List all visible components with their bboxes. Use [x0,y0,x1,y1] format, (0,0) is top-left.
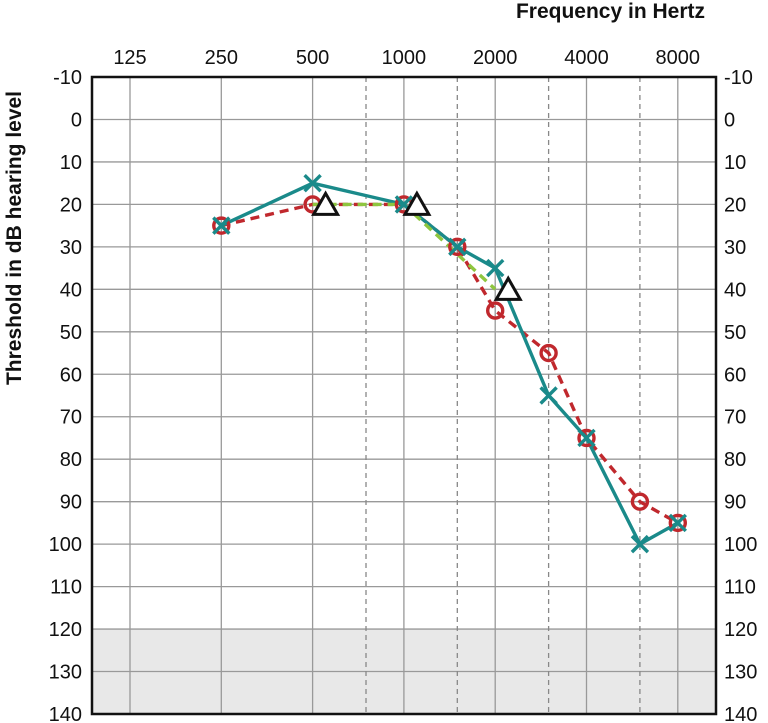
y-tick-label-right: 60 [724,364,746,386]
series-line [220,181,679,546]
y-tick-label-right: 0 [724,109,735,131]
y-tick-label-right: 130 [724,662,757,684]
y-tick-label-left: 140 [49,704,82,723]
y-tick-label-right: 40 [724,279,746,301]
x-tick-label: 8000 [656,47,701,69]
y-tick-label-left: 70 [60,407,82,429]
circle-marker [212,216,231,235]
y-tick-label-right: 110 [724,577,756,599]
y-tick-label-right: 120 [724,619,757,641]
y-tick-label-left: 100 [49,534,82,556]
y-tick-label-left: 10 [60,152,82,174]
y-tick-label-right: 30 [724,237,746,259]
x-tick-label: 4000 [564,47,609,69]
x-marker [577,428,596,448]
y-tick-label-left: 110 [50,577,82,599]
y-tick-label-right: 100 [724,534,757,556]
triangle-marker [493,275,523,301]
circle-marker [668,513,687,533]
y-tick-label-left: 0 [71,109,82,131]
y-tick-label-left: 90 [60,492,82,514]
x-axis-title: Frequency in Hertz [516,0,705,23]
circle-marker [539,343,558,363]
circle-marker [577,428,596,448]
triangle-marker [311,190,341,216]
y-tick-label-left: 80 [60,449,82,471]
y-tick-label-right: -10 [724,67,753,89]
x-marker [394,195,414,214]
x-marker [485,258,505,278]
plot-frame [90,75,718,716]
y-tick-label-right: 20 [724,194,746,216]
y-tick-label-right: 90 [724,492,746,514]
y-tick-label-right: 80 [724,449,746,471]
series-markers [212,173,688,554]
circle-marker [448,237,467,257]
y-tick-label-right: 70 [724,407,746,429]
x-marker [212,216,231,235]
x-tick-labels: 125 250 500 1000 2000 4000 8000 [113,47,700,69]
y-tick-label-left: 40 [60,279,82,301]
y-tick-label-left: 130 [49,662,82,684]
x-marker [448,237,467,257]
y-axis-title: Threshold in dB hearing level [3,91,26,385]
x-tick-label: 250 [205,47,238,69]
x-marker [630,534,650,554]
grid-lines [92,76,716,715]
y-tick-labels: -10 -10 0 0 10 10 20 20 30 30 40 40 50 50 60 60 70 70 80 80… [49,67,758,723]
y-tick-label-right: 10 [724,152,746,174]
x-marker [303,173,322,193]
circle-marker [630,492,650,511]
y-tick-label-right: 50 [724,322,746,344]
y-tick-label-left: -10 [53,67,82,89]
y-tick-label-left: 50 [60,322,82,344]
series-lines [220,181,679,546]
x-tick-label: 1000 [382,47,427,69]
y-tick-label-left: 20 [60,194,82,216]
x-tick-label: 500 [296,47,329,69]
x-marker [668,513,688,533]
plot-border [90,75,718,716]
series-line [220,202,679,525]
x-tick-label: 125 [113,47,146,69]
circle-marker [486,301,505,320]
triangle-marker [402,190,432,216]
y-tick-label-left: 30 [60,237,82,259]
y-tick-label-left: 120 [49,619,82,641]
y-tick-label-right: 140 [724,704,757,723]
x-tick-label: 2000 [473,47,518,69]
y-tick-label-left: 60 [60,364,82,386]
x-marker [539,386,558,405]
